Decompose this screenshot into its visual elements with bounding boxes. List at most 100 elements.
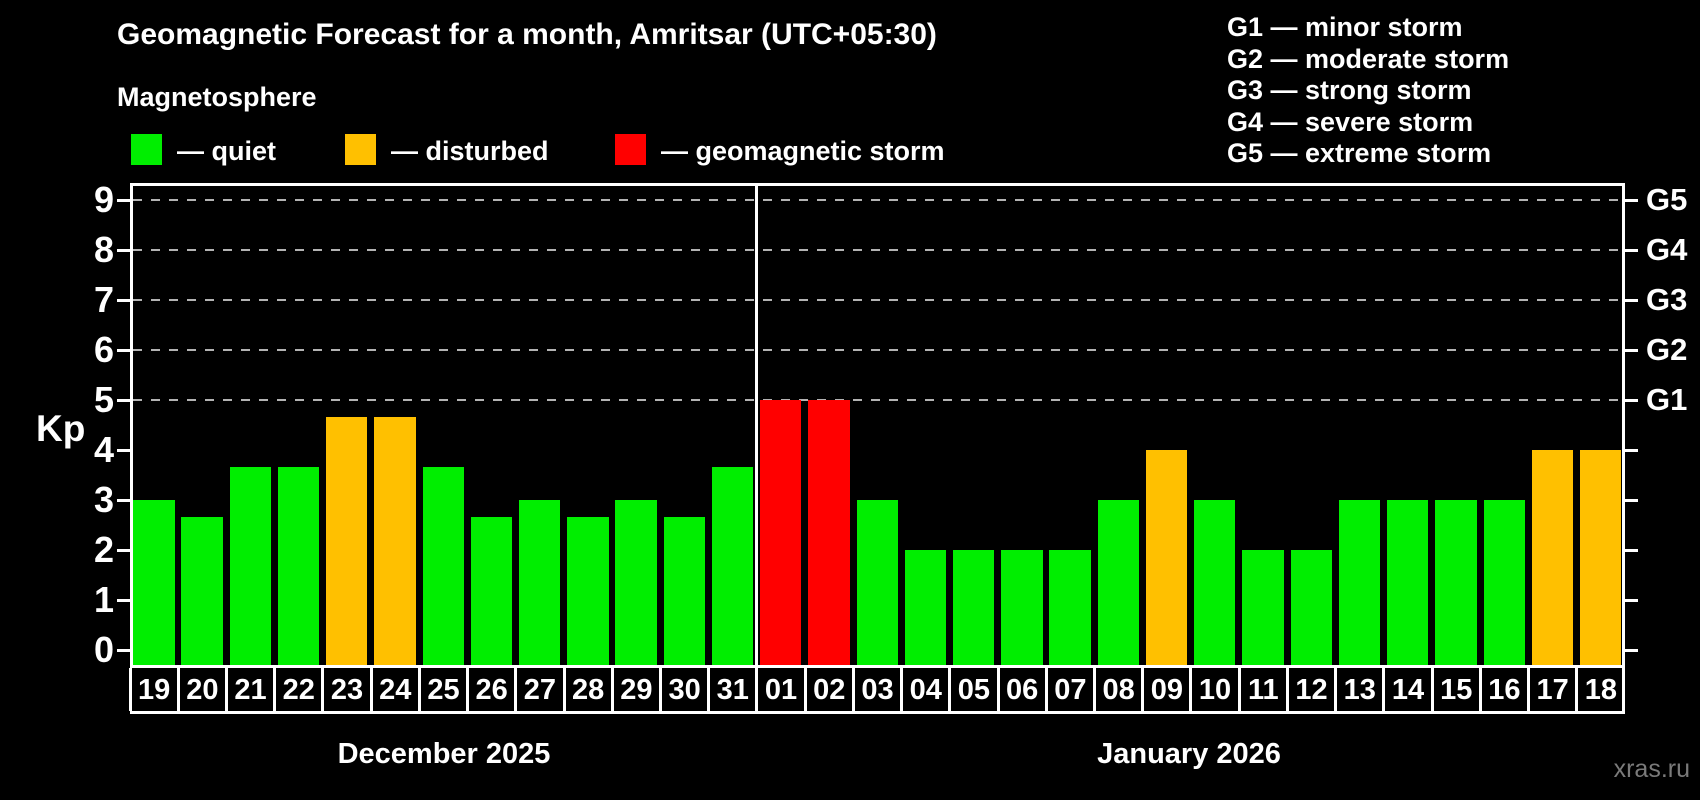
right-tick-0 [1625, 648, 1638, 652]
y-tick-label-4: 4 [93, 429, 114, 470]
day-cell-separator [514, 668, 518, 711]
day-label-05: 05 [957, 674, 991, 706]
right-tick-3 [1625, 498, 1638, 502]
kp-bar-day-19 [133, 500, 175, 665]
grid-line [133, 249, 1622, 251]
y-tick-label-5: 5 [93, 379, 114, 420]
legend-title: Magnetosphere [117, 82, 317, 112]
plot-area [130, 183, 1625, 668]
chart-title: Geomagnetic Forecast for a month, Amrits… [117, 18, 937, 51]
kp-bar-day-28 [567, 516, 609, 665]
y-tick-label-8: 8 [93, 229, 114, 270]
day-cell-separator [1237, 668, 1241, 711]
kp-bar-day-17 [1531, 450, 1574, 665]
kp-bar-day-02 [808, 400, 850, 665]
storm-scale-g1: G1 — minor storm [1227, 12, 1463, 42]
storm-scale-g5: G5 — extreme storm [1227, 138, 1492, 169]
kp-bar-day-27 [519, 500, 561, 665]
storm-scale-g2: G2 — moderate storm [1227, 43, 1510, 74]
x-axis-line [130, 665, 1625, 668]
kp-bar-day-14 [1387, 500, 1429, 665]
kp-bar-day-29 [615, 500, 657, 665]
day-label-21: 21 [234, 674, 267, 706]
day-label-19: 19 [137, 674, 171, 706]
day-cell-separator [1527, 668, 1531, 711]
day-label-06: 06 [1006, 674, 1039, 706]
day-label-11: 11 [1247, 674, 1279, 706]
day-label-14: 14 [1391, 674, 1425, 706]
y-tick-6 [117, 348, 130, 352]
storm-scale-g3: G3 — strong storm [1227, 75, 1472, 106]
day-label-17: 17 [1536, 674, 1569, 706]
y-tick-label-2: 2 [93, 529, 114, 570]
legend-label-disturbed: — disturbed [391, 136, 549, 166]
kp-bar-day-24 [374, 416, 416, 665]
kp-bar-day-22 [277, 466, 320, 665]
day-label-18: 18 [1584, 674, 1617, 706]
legend-label-quiet: — quiet [177, 136, 276, 166]
y-tick-label-9: 9 [93, 179, 114, 220]
day-axis-row: 19 20 21 22 23 24 25 26 27 28 29 30 31 01 02 03 04 05 06 07… [128, 668, 1625, 714]
kp-bar-day-30 [663, 516, 705, 665]
day-label-12: 12 [1295, 674, 1328, 706]
kp-bar-day-26 [470, 516, 513, 665]
day-label-22: 22 [282, 674, 315, 706]
day-cell-separator [417, 668, 421, 711]
day-cell-separator [610, 668, 614, 711]
g-scale-label-g4: G4 [1646, 232, 1688, 267]
y-tick-label-7: 7 [93, 279, 114, 320]
kp-bar-day-05 [953, 550, 995, 665]
day-label-09: 09 [1150, 674, 1183, 706]
right-tick-7 [1625, 298, 1638, 302]
day-label-08: 08 [1102, 674, 1135, 706]
day-cell-separator [803, 668, 807, 711]
day-cell-separator [996, 668, 1000, 711]
day-cell-separator [128, 668, 132, 711]
day-cell-separator [1093, 668, 1097, 711]
day-label-16: 16 [1488, 674, 1521, 706]
y-tick-0 [117, 648, 130, 652]
kp-bar-day-03 [856, 500, 898, 665]
day-cell-separator [1141, 668, 1145, 711]
day-cell-separator [273, 668, 277, 711]
y-axis-title: Kp [36, 408, 86, 449]
day-cell-separator [321, 668, 325, 711]
day-label-25: 25 [427, 674, 460, 706]
day-label-31: 31 [716, 674, 749, 706]
kp-bar-day-11 [1242, 550, 1284, 665]
day-label-26: 26 [475, 674, 508, 706]
day-label-27: 27 [523, 674, 557, 706]
day-label-20: 20 [186, 674, 219, 706]
kp-bar-day-21 [229, 466, 271, 665]
day-cell-separator [1382, 668, 1386, 711]
kp-bar-day-15 [1435, 500, 1477, 665]
day-label-28: 28 [572, 674, 605, 706]
y-tick-label-0: 0 [93, 629, 114, 670]
kp-bar-day-12 [1290, 550, 1332, 665]
kp-bar-day-31 [711, 466, 754, 665]
watermark: xras.ru [1613, 755, 1690, 783]
right-tick-2 [1625, 548, 1638, 552]
day-cell-separator [900, 668, 904, 711]
grid-line [133, 399, 1622, 401]
kp-bar-day-18 [1579, 450, 1622, 665]
day-cell-separator [1622, 668, 1625, 711]
kp-bar-day-04 [904, 550, 947, 665]
storm-swatch [615, 134, 646, 165]
kp-bar-day-08 [1097, 500, 1140, 665]
g-scale-label-g1: G1 [1646, 382, 1688, 417]
day-cell-separator [562, 668, 566, 711]
y-tick-2 [117, 548, 130, 552]
disturbed-swatch [345, 134, 376, 165]
grid-line [133, 349, 1622, 351]
month-label-december: December 2025 [337, 738, 551, 770]
day-label-01: 01 [764, 674, 798, 706]
day-cell-separator [1334, 668, 1338, 711]
y-tick-7 [117, 298, 130, 302]
grid-line [133, 199, 1622, 201]
day-cell-separator [851, 668, 855, 711]
day-cell-separator [1044, 668, 1048, 711]
right-tick-9 [1625, 198, 1638, 202]
y-tick-1 [117, 598, 130, 602]
